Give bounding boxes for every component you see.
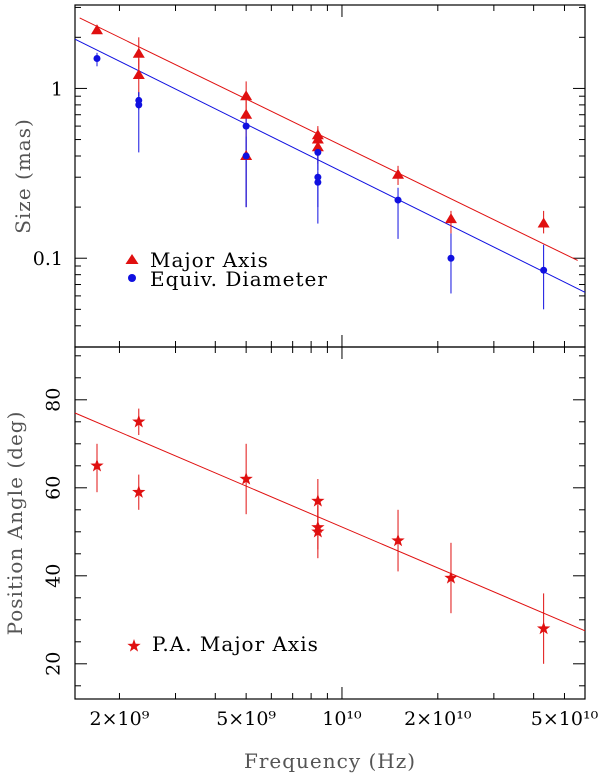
equiv-diameter-point <box>93 55 101 63</box>
position-angle-panel: 20 40 60 80 2×10⁹ 5×10⁹ 10¹⁰ 2×10¹⁰ 5×10¹⁰ Posi… <box>3 346 599 773</box>
position-angle-point <box>391 533 405 547</box>
major-axis-point <box>90 24 103 35</box>
x-tick-label: 10¹⁰ <box>322 708 362 730</box>
fit-line-equiv-diameter <box>74 38 586 293</box>
legend-equiv-diameter: Equiv. Diameter <box>128 267 328 291</box>
major-axis-point <box>132 47 145 58</box>
position-angle-point <box>311 524 325 538</box>
position-angle-point <box>90 458 104 472</box>
fit-line-major-axis <box>79 17 578 261</box>
legend-equiv-diameter-label: Equiv. Diameter <box>150 267 328 291</box>
major-axis-point <box>311 133 324 144</box>
position-angle-point <box>536 621 551 635</box>
size-panel: 10.1 Size (mas) Major Axis Equiv. Diamet… <box>11 4 586 348</box>
position-angle-y-axis-title: Position Angle (deg) <box>3 411 27 636</box>
major-axis-point <box>537 217 550 228</box>
size-panel-ticks <box>75 5 585 348</box>
equiv-diameter-point <box>314 173 322 181</box>
major-axis-point <box>444 213 457 224</box>
major-axis-point <box>240 108 253 119</box>
x-axis-tick-labels: 2×10⁹ 5×10⁹ 10¹⁰ 2×10¹⁰ 5×10¹⁰ <box>90 708 599 730</box>
equiv-diameter-point <box>242 152 250 160</box>
x-tick-label: 2×10¹⁰ <box>404 708 472 730</box>
y-tick-label: 80 <box>43 388 65 412</box>
equiv-diameter-point <box>242 122 250 130</box>
position-angle-point <box>132 414 146 428</box>
size-panel-markers <box>90 24 550 274</box>
position-angle-panel-ytick-labels: 20 40 60 80 <box>43 388 65 676</box>
legend-major-axis: Major Axis <box>125 248 269 272</box>
legend-major-axis-marker <box>125 254 139 264</box>
major-axis-point <box>240 90 253 101</box>
size-y-axis-title: Size (mas) <box>11 118 35 234</box>
position-angle-point <box>132 485 146 498</box>
equiv-diameter-point <box>314 178 322 186</box>
equiv-diameter-point <box>447 254 455 262</box>
y-tick-label: 0.1 <box>33 248 63 270</box>
position-angle-point <box>239 472 253 485</box>
equiv-diameter-point <box>135 101 143 109</box>
legend-equiv-diameter-marker <box>128 274 136 282</box>
equiv-diameter-point <box>540 266 548 274</box>
position-angle-fit-line <box>74 412 586 632</box>
position-angle-panel-frame <box>74 346 586 700</box>
y-tick-label: 60 <box>43 476 65 500</box>
x-tick-label: 5×10⁹ <box>216 708 276 730</box>
major-axis-point <box>311 141 324 152</box>
legend-pa-major-axis-marker <box>127 639 141 652</box>
legend-pa-major-axis-label: P.A. Major Axis <box>152 632 319 656</box>
position-angle-point <box>311 494 325 507</box>
major-axis-point <box>392 168 405 179</box>
position-angle-point <box>444 571 458 584</box>
legend-pa-major-axis: P.A. Major Axis <box>127 632 319 656</box>
position-angle-panel-ticks <box>75 347 585 699</box>
equiv-diameter-point <box>394 196 402 204</box>
x-axis-title: Frequency (Hz) <box>244 749 416 773</box>
x-tick-label: 5×10¹⁰ <box>531 708 599 730</box>
size-panel-fit-lines <box>74 17 586 293</box>
equiv-diameter-point <box>314 148 322 156</box>
y-tick-label: 40 <box>43 564 65 588</box>
legend-major-axis-label: Major Axis <box>150 248 269 272</box>
major-axis-point <box>132 68 145 79</box>
size-panel-ytick-labels: 10.1 <box>33 78 63 270</box>
fit-line-position-angle <box>74 412 586 632</box>
position-angle-markers <box>90 414 551 635</box>
x-tick-label: 2×10⁹ <box>90 708 150 730</box>
y-tick-label: 1 <box>51 78 63 100</box>
y-tick-label: 20 <box>43 652 65 676</box>
